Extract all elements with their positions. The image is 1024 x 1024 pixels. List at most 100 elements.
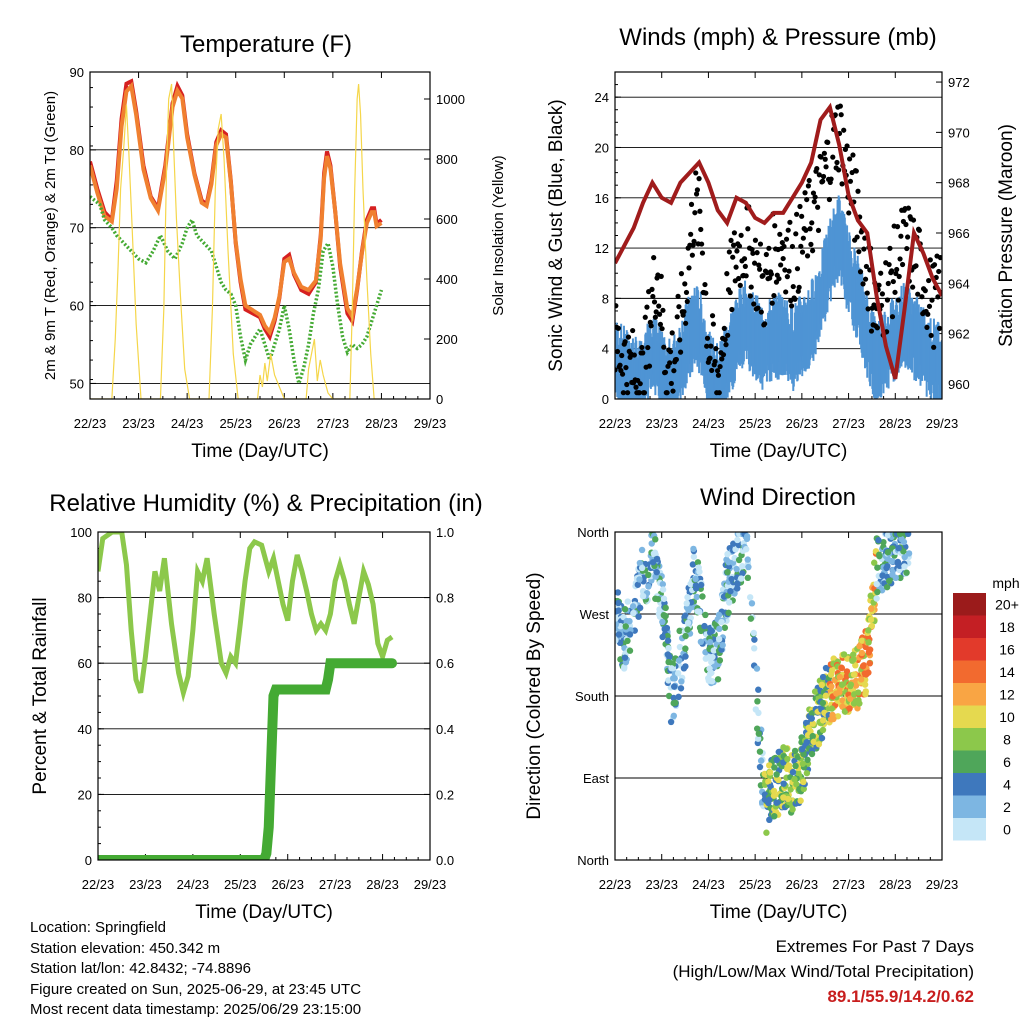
direction-point [739,570,746,577]
x-tick-label: 29/23 [926,877,959,892]
gust-point [673,356,679,363]
direction-point [780,794,787,801]
direction-point [770,787,778,795]
direction-point [838,681,846,688]
series-rainfall [98,658,398,860]
direction-point [638,564,646,572]
gust-point [762,321,768,327]
gust-point [772,223,778,229]
gust-point [931,262,938,268]
gust-point [615,348,621,355]
colorbar-swatch [953,638,986,661]
y2-tick-label: 0.2 [436,787,454,802]
gust-point [668,380,674,387]
gust-point [707,355,713,361]
plot-frame [614,71,943,400]
y2-axis-label: Station Pressure (Maroon) [996,124,1017,347]
colorbar-swatch [953,750,986,773]
y-axis-label: Sonic Wind & Gust (Blue, Black) [546,99,567,371]
direction-point [766,769,774,776]
direction-point [847,681,855,688]
direction-point [766,816,773,824]
x-tick-label: 26/23 [786,877,819,892]
gust-point [815,227,822,234]
gust-point [651,299,658,305]
y2-tick-label: 1000 [436,92,465,107]
gust-point [795,288,801,294]
plot-area [98,532,398,860]
direction-point [850,700,858,707]
y2-tick-label: 0.6 [436,656,454,671]
direction-point [791,776,798,783]
direction-point [663,624,671,632]
direction-point [699,593,706,600]
colorbar-swatch [953,705,986,728]
gust-point [708,343,714,349]
direction-point [697,638,705,646]
y2-tick-label: 968 [948,176,970,191]
y-tick-label: North [577,525,609,540]
colorbar-swatch [953,615,986,638]
gust-point [810,248,816,254]
direction-point [810,738,818,746]
x-tick-label: 25/23 [219,416,252,431]
gust-point [844,143,850,149]
gust-point [644,304,650,310]
direction-point [624,598,631,605]
gust-point [779,239,785,246]
y2-tick-label: 200 [436,332,458,347]
chart-title: Temperature (F) [180,31,352,58]
gust-point [805,183,811,189]
direction-point [728,575,735,583]
direction-point [670,699,677,707]
x-tick-label: 23/23 [645,877,678,892]
gust-point [789,243,796,250]
plot-frame [97,531,431,861]
gust-point [864,290,870,296]
gust-point [799,249,806,255]
direction-point [702,611,709,619]
direction-point [827,671,835,678]
gust-point [738,232,744,238]
gust-point [615,367,618,373]
y2-tick-label: 0 [436,392,443,407]
gust-point [868,328,875,334]
x-tick-label: 24/23 [692,877,725,892]
gust-point [681,309,687,315]
direction-point [828,683,835,690]
direction-point [846,695,854,702]
direction-point [819,726,827,734]
y-tick-label: 12 [595,241,609,256]
direction-point [635,613,642,620]
gust-point [809,220,815,226]
direction-point [753,665,761,672]
gust-point [651,255,657,261]
direction-point [904,532,912,538]
direction-point [894,558,902,566]
direction-point [636,559,644,567]
gust-point [748,284,754,290]
direction-point [866,660,873,667]
direction-point [753,725,761,732]
gust-point [898,233,904,239]
gust-point [742,263,748,269]
y2-tick-label: 0.8 [436,591,454,606]
gust-point [894,224,901,230]
direction-point [624,637,631,645]
series-9m-temp [90,81,383,337]
direction-point [636,604,644,612]
gust-point [682,281,688,287]
x-tick-label: 27/23 [319,877,352,892]
gust-point [722,337,728,343]
gust-point [896,273,902,280]
direction-point [856,643,863,650]
gust-point [922,288,928,294]
direction-point [683,600,690,607]
gust-point [730,242,737,248]
direction-point [659,586,667,593]
gust-point [713,346,719,352]
gust-point [760,272,766,279]
gust-point [637,381,643,387]
gust-point [788,303,795,309]
direction-point [675,657,683,664]
